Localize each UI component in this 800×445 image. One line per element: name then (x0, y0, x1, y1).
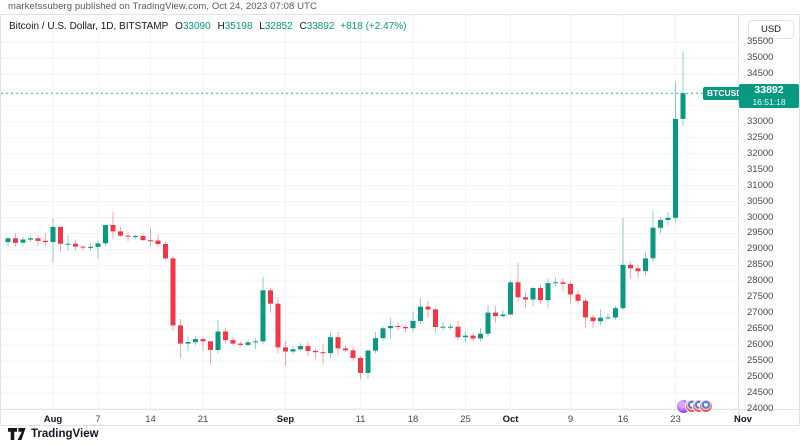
price-tick-label: 32000 (747, 147, 774, 159)
low-value: 32852 (264, 21, 293, 32)
close-label: C (299, 21, 307, 32)
price-tick-label: 35000 (747, 51, 774, 63)
time-tick-label: 18 (407, 414, 419, 425)
close-value: 33892 (306, 21, 335, 32)
price-tick-label: 31000 (747, 179, 774, 191)
price-tick-label: 34500 (747, 67, 774, 79)
candlestick-plot[interactable] (1, 15, 738, 409)
time-tick-label: Nov (734, 414, 752, 425)
price-tick-label: 24500 (747, 387, 774, 399)
publish-info: marketssuberg published on TradingView.c… (8, 1, 318, 12)
low-label: L (259, 21, 265, 32)
price-tick-label: 27500 (747, 291, 774, 303)
price-tick-label: 25000 (747, 371, 774, 383)
chart-legend: Bitcoin / U.S. Dollar, 1D, BITSTAMP O330… (9, 21, 406, 32)
tradingview-logo-text[interactable]: TradingView (31, 428, 99, 440)
price-tick-label: 28500 (747, 259, 774, 271)
time-axis-separator (1, 409, 799, 410)
footer: TradingView (8, 428, 99, 440)
price-tick-label: 26500 (747, 323, 774, 335)
high-label: H (217, 21, 225, 32)
time-tick-label: 11 (355, 414, 366, 425)
currency-usd-button[interactable]: USD (748, 20, 794, 39)
time-tick-label: 14 (145, 414, 156, 425)
price-tick-label: 28000 (747, 275, 774, 287)
time-tick-label: 9 (567, 414, 574, 425)
time-tick-label: Sep (276, 414, 295, 425)
high-value: 35198 (224, 21, 253, 32)
symbol-title[interactable]: Bitcoin / U.S. Dollar, 1D, BITSTAMP (9, 21, 169, 32)
price-tick-label: 27000 (747, 307, 774, 319)
time-tick-label: 25 (460, 414, 471, 425)
price-tick-label: 29000 (747, 243, 774, 255)
last-price-value: 33892 (754, 84, 784, 97)
time-tick-label: 23 (670, 414, 681, 425)
price-tick-label: 29500 (747, 227, 774, 239)
price-tick-label: 30500 (747, 195, 774, 207)
clown-emoji-sticker[interactable] (699, 399, 713, 413)
price-tick-label: 33000 (747, 115, 774, 127)
change-value: +818 (+2.47%) (340, 21, 407, 32)
price-axis-separator (738, 15, 739, 425)
price-tick-label: 31500 (747, 163, 774, 175)
bar-countdown: 16:51:18 (752, 97, 786, 108)
time-tick-label: 21 (197, 414, 209, 425)
last-price-label: 33892 16:51:18 (739, 84, 799, 109)
time-tick-label: Oct (502, 414, 519, 425)
price-tick-label: 25500 (747, 355, 774, 367)
open-value: 33090 (182, 21, 211, 32)
price-tick-label: 26000 (747, 339, 774, 351)
symbol-tag: BTCUSD (703, 86, 747, 100)
time-tick-label: 7 (95, 414, 101, 425)
price-tick-label: 32500 (747, 131, 774, 143)
price-tick-label: 35500 (747, 36, 774, 47)
chart-container: Bitcoin / U.S. Dollar, 1D, BITSTAMP O330… (0, 14, 800, 426)
time-tick-label: Aug (43, 414, 63, 425)
time-tick-label: 16 (617, 414, 629, 425)
price-tick-label: 24000 (747, 403, 774, 414)
tradingview-logo-icon[interactable] (8, 428, 26, 440)
price-tick-label: 30000 (747, 211, 774, 223)
open-label: O (175, 21, 183, 32)
